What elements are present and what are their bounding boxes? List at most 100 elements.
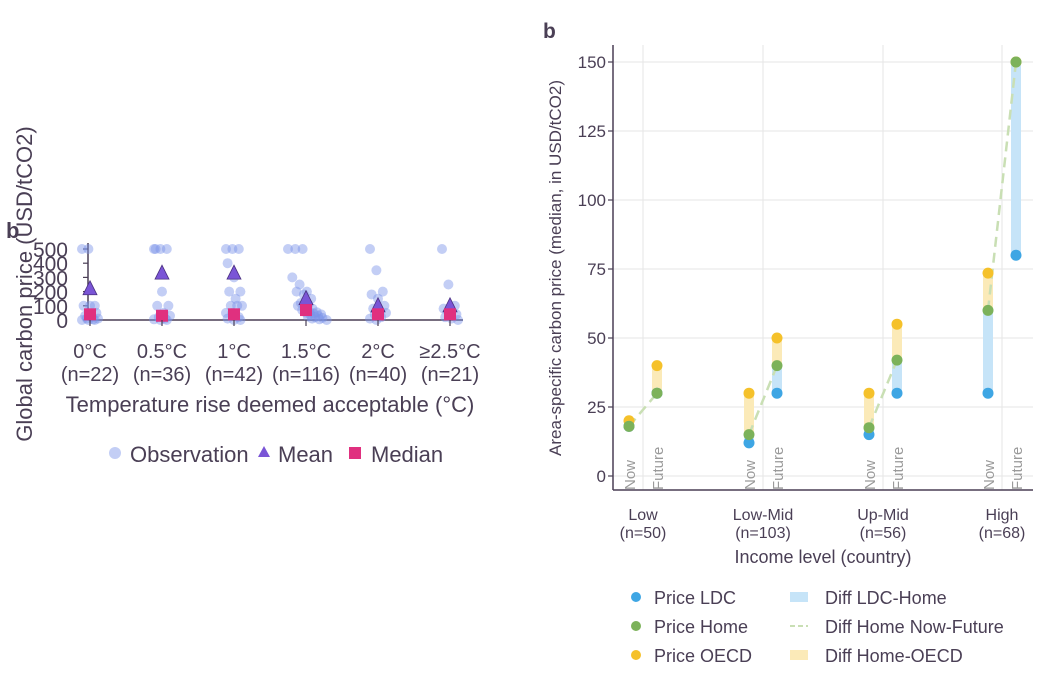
observation-point bbox=[233, 244, 244, 254]
x-tick-label: Low-Mid bbox=[733, 507, 793, 524]
y-tick-label: 100 bbox=[33, 296, 68, 319]
observation-point bbox=[314, 314, 325, 325]
observation-point bbox=[287, 272, 298, 283]
observation-point bbox=[317, 312, 328, 323]
legend-label: Price Home bbox=[654, 617, 748, 637]
y-tick-label: 75 bbox=[587, 260, 606, 279]
observation-point bbox=[77, 244, 87, 254]
observation-point bbox=[225, 300, 236, 311]
price-ldc-point bbox=[1010, 249, 1022, 261]
mean-marker bbox=[82, 279, 98, 296]
legend-diff-oecd-symbol bbox=[790, 650, 808, 660]
observation-point bbox=[221, 244, 231, 254]
observation-point bbox=[291, 286, 302, 297]
y-tick-label: 25 bbox=[587, 398, 606, 417]
observation-point bbox=[321, 315, 332, 325]
price-home-point bbox=[982, 304, 994, 316]
x-tick-label: 1.5°C bbox=[281, 341, 331, 363]
observation-point bbox=[227, 244, 238, 254]
sublabel-future: Future bbox=[650, 447, 667, 490]
observation-point bbox=[443, 279, 454, 290]
diff-ldc-home-bar bbox=[892, 360, 902, 394]
legend-diff-ldc-symbol bbox=[790, 592, 808, 602]
panel-label: b bbox=[6, 218, 19, 243]
observation-point bbox=[161, 244, 172, 254]
observation-point bbox=[224, 286, 235, 297]
price-oecd-point bbox=[891, 318, 903, 330]
sublabel-now: Now bbox=[742, 460, 759, 490]
y-tick-label: 50 bbox=[587, 329, 606, 348]
observation-point bbox=[149, 244, 159, 254]
legend-point-symbol bbox=[631, 621, 641, 631]
price-home-point bbox=[743, 429, 755, 441]
observation-point bbox=[290, 244, 301, 254]
price-home-point bbox=[1010, 56, 1022, 68]
median-marker bbox=[444, 308, 456, 321]
x-tick-count: (n=116) bbox=[272, 364, 340, 386]
observation-point bbox=[307, 313, 318, 324]
diff-ldc-home-bar bbox=[1011, 62, 1021, 256]
price-home-point bbox=[863, 422, 875, 434]
sublabel-now: Now bbox=[862, 460, 879, 490]
legend-label: Diff Home-OECD bbox=[825, 646, 963, 666]
price-oecd-point bbox=[771, 332, 783, 344]
legend-observation-label: Observation bbox=[130, 442, 249, 467]
legend-median-symbol bbox=[349, 447, 361, 459]
median-marker bbox=[156, 309, 168, 322]
diff-ldc-home-bar bbox=[772, 365, 782, 394]
observation-point bbox=[371, 265, 382, 276]
x-tick-count: (n=36) bbox=[133, 364, 191, 386]
x-tick-label: 1°C bbox=[217, 341, 251, 363]
price-oecd-point bbox=[863, 387, 875, 399]
observation-point bbox=[310, 312, 321, 323]
observation-point bbox=[222, 258, 233, 269]
panel-label: b bbox=[543, 20, 556, 43]
sublabel-future: Future bbox=[890, 447, 907, 490]
legend-observation-symbol bbox=[109, 447, 121, 459]
sublabel-future: Future bbox=[1009, 447, 1026, 490]
legend-label: Price LDC bbox=[654, 588, 736, 608]
y-tick-label: 125 bbox=[578, 122, 606, 141]
observation-point bbox=[377, 286, 388, 297]
diff-home-now-future-line bbox=[986, 61, 1018, 311]
observation-point bbox=[316, 309, 327, 320]
observation-point bbox=[163, 300, 174, 311]
median-marker bbox=[84, 308, 96, 321]
observation-point bbox=[311, 307, 322, 318]
price-home-point bbox=[891, 354, 903, 366]
y-tick-label: 400 bbox=[33, 253, 68, 276]
x-axis-title: Temperature rise deemed acceptable (°C) bbox=[66, 392, 475, 417]
price-oecd-point bbox=[743, 387, 755, 399]
price-ldc-point bbox=[771, 387, 783, 399]
legend-point-symbol bbox=[631, 592, 641, 602]
price-home-point bbox=[651, 387, 663, 399]
x-tick-label: 0.5°C bbox=[137, 341, 187, 363]
x-tick-count: (n=21) bbox=[421, 364, 479, 386]
price-ldc-point bbox=[982, 387, 994, 399]
y-tick-label: 300 bbox=[33, 267, 68, 290]
x-tick-label: ≥2.5°C bbox=[419, 341, 480, 363]
x-tick-count: (n=42) bbox=[205, 364, 263, 386]
x-tick-count: (n=68) bbox=[979, 525, 1026, 542]
observation-point bbox=[365, 244, 375, 254]
observation-point bbox=[89, 300, 100, 311]
price-oecd-point bbox=[982, 267, 994, 279]
price-oecd-point bbox=[651, 360, 663, 372]
x-tick-label: Low bbox=[628, 507, 658, 524]
median-marker bbox=[300, 304, 312, 317]
observation-point bbox=[313, 310, 324, 321]
diff-home-now-future-line bbox=[747, 365, 779, 436]
observation-point bbox=[232, 300, 243, 311]
legend-point-symbol bbox=[631, 650, 641, 660]
observation-point bbox=[230, 293, 241, 304]
observation-point bbox=[366, 289, 377, 300]
observation-point bbox=[157, 286, 167, 297]
observation-point bbox=[297, 244, 308, 254]
diff-home-oecd-bar bbox=[744, 393, 754, 435]
median-marker bbox=[228, 308, 240, 321]
x-tick-label: High bbox=[986, 507, 1019, 524]
sublabel-now: Now bbox=[622, 460, 639, 490]
diff-home-oecd-bar bbox=[864, 393, 874, 428]
y-tick-label: 200 bbox=[33, 282, 68, 305]
